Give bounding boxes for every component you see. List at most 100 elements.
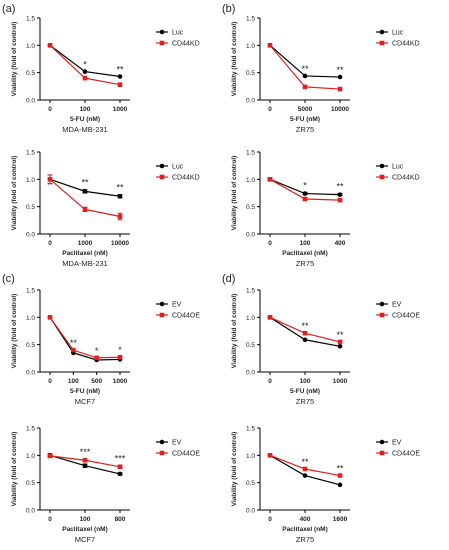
panel-letter-a: (a) bbox=[2, 3, 15, 15]
legend-marker bbox=[159, 163, 165, 169]
data-point bbox=[302, 466, 308, 472]
y-axis-label: Viability (fold of control) bbox=[11, 22, 18, 97]
x-tick-label: 0 bbox=[48, 516, 52, 523]
legend-marker bbox=[379, 450, 385, 456]
significance-marker: ** bbox=[81, 178, 89, 188]
data-point bbox=[47, 315, 53, 320]
panel-letter-b: (b) bbox=[222, 3, 235, 15]
x-axis-label: Paclitaxel (nM) bbox=[62, 526, 108, 533]
x-tick-label: 1000 bbox=[333, 378, 348, 385]
data-point bbox=[117, 471, 123, 477]
y-tick-label: 1.5 bbox=[246, 288, 255, 295]
y-tick-label: 1.0 bbox=[246, 177, 255, 184]
significance-marker: * bbox=[83, 60, 87, 70]
y-tick-label: 1.0 bbox=[246, 453, 255, 460]
y-tick-label: 0.0 bbox=[26, 232, 35, 239]
significance-marker: * bbox=[118, 345, 122, 355]
series-CD44OE bbox=[47, 315, 123, 361]
data-point bbox=[302, 330, 308, 336]
data-point bbox=[117, 464, 123, 470]
x-tick-label: 1000 bbox=[113, 106, 128, 113]
data-point bbox=[337, 74, 343, 80]
data-point bbox=[337, 197, 343, 203]
x-tick-label: 100 bbox=[80, 106, 91, 113]
cell-line-label: MCF7 bbox=[75, 535, 95, 544]
y-tick-label: 0.5 bbox=[246, 204, 255, 211]
x-tick-label: 5000 bbox=[298, 106, 313, 113]
chart-7: 0.0 0.5 1.0 1.5 0 100 800 Viability (fold of co… bbox=[11, 426, 200, 545]
legend-marker bbox=[379, 174, 385, 180]
data-point bbox=[267, 315, 273, 320]
panel-letter-c: (c) bbox=[2, 273, 15, 285]
y-axis-label: Viability (fold of control) bbox=[231, 22, 238, 97]
x-tick-label: 1000 bbox=[78, 240, 93, 247]
x-tick-label: 100 bbox=[80, 516, 91, 523]
legend-marker bbox=[379, 439, 385, 445]
y-tick-label: 0.5 bbox=[246, 480, 255, 487]
series-line bbox=[49, 316, 121, 359]
x-tick-label: 1000 bbox=[113, 378, 128, 385]
y-tick-label: 0.0 bbox=[26, 508, 35, 515]
y-tick-label: 0.0 bbox=[246, 98, 255, 105]
x-tick-label: 0 bbox=[48, 106, 52, 113]
data-point bbox=[302, 84, 308, 90]
legend-marker bbox=[159, 450, 165, 456]
data-point bbox=[117, 74, 123, 79]
y-tick-label: 0.5 bbox=[26, 342, 35, 349]
x-tick-label: 500 bbox=[91, 378, 102, 385]
data-point bbox=[82, 207, 88, 212]
legend-label: CD44KD bbox=[392, 41, 420, 48]
legend-label: EV bbox=[392, 302, 402, 309]
data-point bbox=[94, 355, 99, 361]
y-axis-label: Viability (fold of control) bbox=[11, 156, 18, 231]
series-CD44KD bbox=[267, 177, 343, 203]
legend-label: Luc bbox=[392, 164, 404, 171]
significance-marker: ** bbox=[116, 183, 124, 193]
cell-line-label: MDA-MB-231 bbox=[62, 125, 107, 134]
data-point bbox=[117, 354, 123, 360]
y-tick-label: 1.5 bbox=[246, 16, 255, 23]
legend-label: Luc bbox=[172, 164, 184, 171]
chart-8: 0.0 0.5 1.0 1.5 0 400 1600 Viability (fold of c… bbox=[231, 426, 420, 545]
data-point bbox=[302, 191, 308, 196]
legend-marker bbox=[379, 312, 385, 318]
y-axis-label: Viability (fold of control) bbox=[231, 294, 238, 369]
y-tick-label: 1.0 bbox=[26, 315, 35, 322]
cell-line-label: ZR75 bbox=[296, 125, 314, 134]
data-point bbox=[71, 347, 76, 353]
data-point bbox=[267, 43, 273, 48]
legend-label: CD44OE bbox=[392, 313, 420, 320]
data-point bbox=[302, 73, 308, 79]
y-axis-label: Viability (fold of control) bbox=[231, 432, 238, 507]
cell-line-label: MDA-MB-231 bbox=[62, 259, 107, 268]
y-tick-label: 1.5 bbox=[26, 16, 35, 23]
x-tick-label: 100 bbox=[300, 378, 311, 385]
significance-marker: ** bbox=[301, 64, 309, 74]
x-tick-label: 10000 bbox=[331, 106, 349, 113]
y-tick-label: 1.5 bbox=[246, 150, 255, 157]
legend-marker bbox=[159, 301, 165, 307]
legend-marker bbox=[379, 301, 385, 307]
legend-marker bbox=[159, 40, 165, 46]
data-point bbox=[82, 463, 88, 469]
x-tick-label: 0 bbox=[48, 240, 52, 247]
y-axis-label: Viability (fold of control) bbox=[231, 156, 238, 231]
x-tick-label: 0 bbox=[268, 516, 272, 523]
cell-line-label: MCF7 bbox=[75, 397, 95, 406]
y-tick-label: 0.5 bbox=[246, 70, 255, 77]
legend-marker bbox=[159, 312, 165, 318]
data-point bbox=[82, 69, 88, 74]
y-tick-label: 0.5 bbox=[246, 342, 255, 349]
y-tick-label: 0.0 bbox=[26, 98, 35, 105]
data-point bbox=[302, 473, 308, 478]
series-CD44OE bbox=[47, 453, 123, 470]
cell-line-label: ZR75 bbox=[296, 397, 314, 406]
significance-marker: ** bbox=[70, 338, 78, 348]
significance-marker: ** bbox=[301, 457, 309, 467]
series-CD44KD bbox=[267, 43, 343, 92]
series-EV bbox=[47, 315, 123, 363]
y-tick-label: 1.0 bbox=[246, 315, 255, 322]
y-tick-label: 0.0 bbox=[246, 370, 255, 377]
x-axis-label: Paclitaxel (nM) bbox=[62, 250, 108, 257]
